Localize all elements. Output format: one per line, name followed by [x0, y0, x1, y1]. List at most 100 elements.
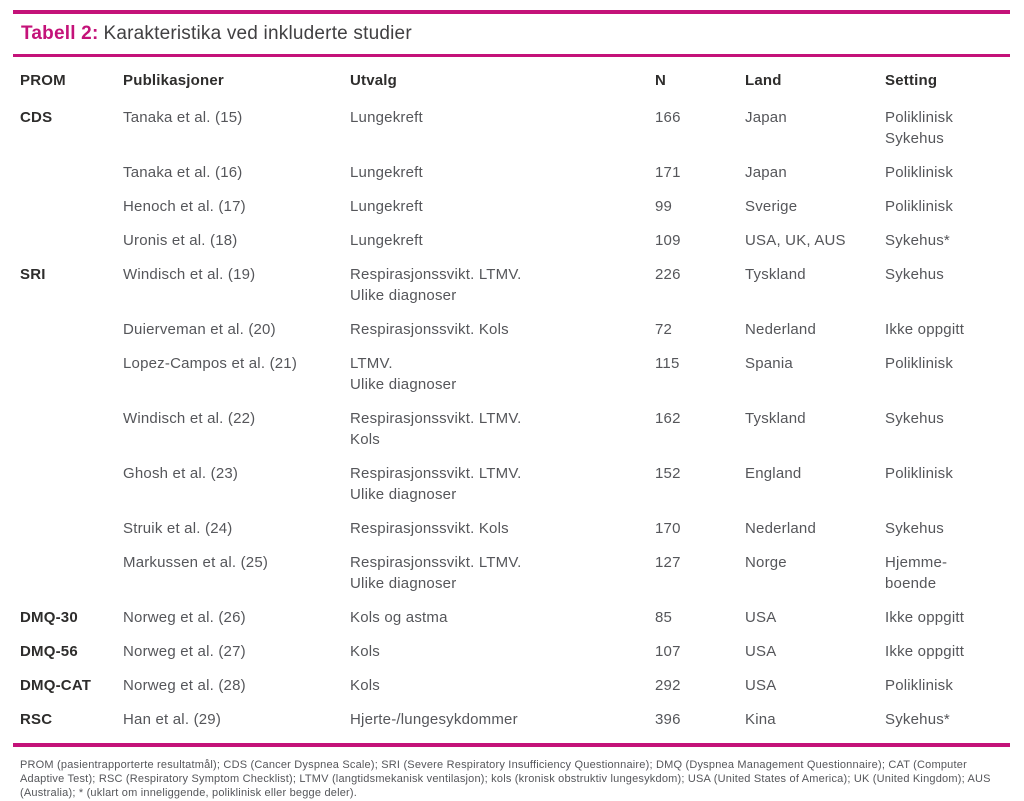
cell-n: 162: [655, 410, 681, 427]
cell-publication: Norweg et al. (26): [123, 609, 246, 626]
cell-n: 226: [655, 266, 681, 283]
cell-prom: [20, 162, 123, 196]
cell-setting: Poliklinisk: [885, 355, 954, 372]
table-row: CDS Tanaka et al. (15) Lungekreft 166 Japan P…: [20, 107, 1017, 162]
cell-country: Norge: [745, 554, 787, 571]
cell-prom: [20, 552, 123, 607]
cell-n: 171: [655, 164, 681, 181]
cell-sample: LTMV. Ulike diagnoser: [350, 355, 457, 393]
cell-country: USA: [745, 609, 777, 626]
cell-n: 115: [655, 355, 680, 372]
cell-n: 170: [655, 520, 681, 537]
cell-n: 396: [655, 711, 681, 728]
studies-table: PROM Publikasjoner Utvalg N Land Setting…: [20, 70, 1017, 743]
cell-sample: Respirasjonssvikt. Kols: [350, 321, 509, 338]
cell-setting: Poliklinisk: [885, 198, 954, 215]
cell-setting: Ikke oppgitt: [885, 321, 965, 338]
cell-prom: DMQ-30: [20, 609, 78, 626]
cell-country: USA, UK, AUS: [745, 232, 846, 249]
cell-setting: Poliklinisk: [885, 677, 954, 694]
cell-publication: Tanaka et al. (16): [123, 164, 243, 181]
cell-publication: Henoch et al. (17): [123, 198, 246, 215]
cell-publication: Norweg et al. (28): [123, 677, 246, 694]
cell-n: 292: [655, 677, 681, 694]
table-row: RSC Han et al. (29) Hjerte-/lungesykdommer…: [20, 709, 1017, 743]
table-row: Ghosh et al. (23) Respirasjonssvikt. LTMV…: [20, 463, 1017, 518]
cell-prom: [20, 353, 123, 408]
cell-publication: Windisch et al. (22): [123, 410, 256, 427]
table-row: Windisch et al. (22) Respirasjonssvikt. L…: [20, 408, 1017, 463]
cell-sample: Respirasjonssvikt. LTMV. Ulike diagnoser: [350, 465, 522, 503]
cell-publication: Duierveman et al. (20): [123, 321, 276, 338]
cell-prom: [20, 196, 123, 230]
table-row: Henoch et al. (17) Lungekreft 99 Sverige Pol…: [20, 196, 1017, 230]
cell-country: Tyskland: [745, 410, 806, 427]
cell-country: USA: [745, 677, 777, 694]
column-header-publication: Publikasjoner: [123, 72, 224, 89]
cell-country: Kina: [745, 711, 776, 728]
cell-publication: Han et al. (29): [123, 711, 222, 728]
cell-sample: Respirasjonssvikt. LTMV. Kols: [350, 410, 522, 448]
cell-publication: Tanaka et al. (15): [123, 109, 243, 126]
cell-prom: RSC: [20, 711, 53, 728]
table-title-text: Karakteristika ved inkluderte studier: [103, 23, 412, 44]
cell-n: 85: [655, 609, 673, 626]
cell-sample: Kols og astma: [350, 609, 448, 626]
cell-setting: Hjemme- boende: [885, 554, 948, 592]
column-header-setting: Setting: [885, 72, 938, 89]
table-row: DMQ-30 Norweg et al. (26) Kols og astma 85 U…: [20, 607, 1017, 641]
cell-setting: Sykehus: [885, 520, 944, 537]
cell-sample: Hjerte-/lungesykdommer: [350, 711, 518, 728]
cell-sample: Kols: [350, 677, 380, 694]
cell-prom: [20, 408, 123, 463]
cell-country: Japan: [745, 164, 787, 181]
table-row: Tanaka et al. (16) Lungekreft 171 Japan Poli…: [20, 162, 1017, 196]
table-row: Uronis et al. (18) Lungekreft 109 USA, UK, …: [20, 230, 1017, 264]
cell-sample: Lungekreft: [350, 232, 423, 249]
cell-prom: [20, 230, 123, 264]
cell-sample: Respirasjonssvikt. LTMV. Ulike diagnoser: [350, 266, 522, 304]
cell-setting: Sykehus: [885, 410, 944, 427]
cell-n: 109: [655, 232, 681, 249]
cell-setting: Sykehus*: [885, 232, 950, 249]
cell-prom: CDS: [20, 109, 53, 126]
cell-country: USA: [745, 643, 777, 660]
column-header-country: Land: [745, 72, 782, 89]
cell-prom: SRI: [20, 266, 46, 283]
cell-sample: Kols: [350, 643, 380, 660]
cell-sample: Respirasjonssvikt. LTMV. Ulike diagnoser: [350, 554, 522, 592]
cell-n: 107: [655, 643, 681, 660]
cell-publication: Norweg et al. (27): [123, 643, 246, 660]
column-header-prom: PROM: [20, 72, 66, 89]
cell-prom: DMQ-56: [20, 643, 78, 660]
table-title: Tabell 2: Karakteristika ved inkluderte s…: [21, 21, 1002, 46]
cell-n: 99: [655, 198, 673, 215]
column-header-sample: Utvalg: [350, 72, 398, 89]
table-body: CDS Tanaka et al. (15) Lungekreft 166 Japan P…: [20, 107, 1017, 743]
cell-country: Tyskland: [745, 266, 806, 283]
table-number-label: Tabell 2:: [21, 23, 99, 44]
cell-setting: Poliklinisk Sykehus: [885, 109, 954, 147]
cell-country: England: [745, 465, 802, 482]
table-title-bar: Tabell 2: Karakteristika ved inkluderte s…: [13, 10, 1010, 57]
cell-sample: Lungekreft: [350, 198, 423, 215]
cell-publication: Lopez-Campos et al. (21): [123, 355, 298, 372]
cell-setting: Ikke oppgitt: [885, 609, 965, 626]
table-row: Lopez-Campos et al. (21) LTMV. Ulike diag…: [20, 353, 1017, 408]
cell-prom: [20, 463, 123, 518]
cell-country: Japan: [745, 109, 787, 126]
table-wrap: PROM Publikasjoner Utvalg N Land Setting…: [13, 70, 1010, 747]
header-row: PROM Publikasjoner Utvalg N Land Setting: [20, 70, 1017, 107]
table-row: SRI Windisch et al. (19) Respirasjonssvikt…: [20, 264, 1017, 319]
cell-country: Nederland: [745, 520, 817, 537]
cell-country: Sverige: [745, 198, 798, 215]
table-row: Struik et al. (24) Respirasjonssvikt. Kol…: [20, 518, 1017, 552]
table-header: PROM Publikasjoner Utvalg N Land Setting: [20, 70, 1017, 107]
cell-prom: [20, 518, 123, 552]
cell-country: Spania: [745, 355, 793, 372]
cell-setting: Poliklinisk: [885, 164, 954, 181]
table-row: Markussen et al. (25) Respirasjonssvikt. …: [20, 552, 1017, 607]
table-row: DMQ-56 Norweg et al. (27) Kols 107 USA Ikke o…: [20, 641, 1017, 675]
cell-publication: Struik et al. (24): [123, 520, 233, 537]
